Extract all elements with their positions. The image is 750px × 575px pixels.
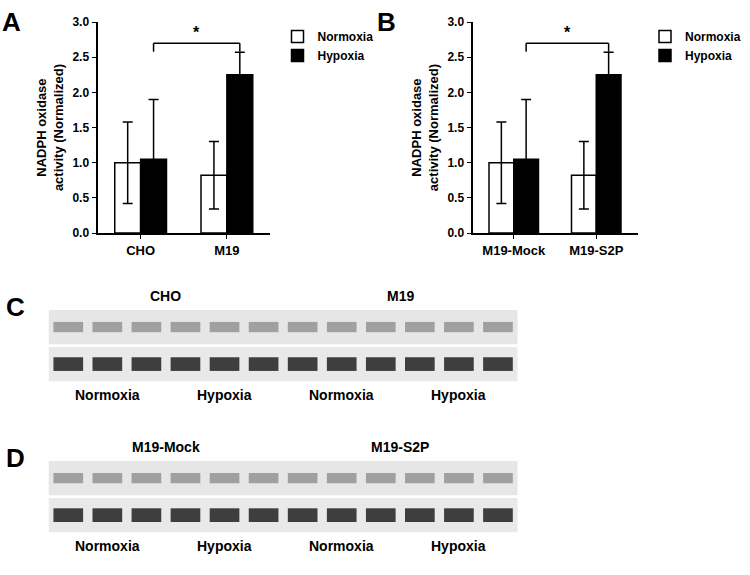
svg-text:D: D: [6, 443, 25, 473]
svg-text:1.0: 1.0: [447, 156, 464, 170]
svg-text:M19-Mock: M19-Mock: [132, 439, 200, 455]
svg-text:*: *: [564, 24, 571, 41]
svg-text:M19-Mock: M19-Mock: [482, 243, 546, 258]
svg-text:Normoxia: Normoxia: [75, 538, 140, 554]
svg-text:Hypoxia: Hypoxia: [685, 49, 732, 63]
svg-text:Normoxia: Normoxia: [318, 30, 374, 44]
svg-text:NADPH oxidaseactivity (Normali: NADPH oxidaseactivity (Normalized): [409, 64, 441, 191]
svg-text:Normoxia: Normoxia: [75, 387, 140, 403]
svg-text:Hypoxia: Hypoxia: [431, 538, 486, 554]
svg-text:M19: M19: [214, 243, 239, 258]
svg-text:Normoxia: Normoxia: [309, 538, 374, 554]
svg-text:B: B: [377, 7, 396, 37]
svg-text:Normoxia: Normoxia: [685, 30, 741, 44]
svg-text:2.5: 2.5: [447, 50, 464, 64]
svg-text:A: A: [2, 7, 21, 37]
svg-text:CHO: CHO: [126, 243, 155, 258]
svg-text:Hypoxia: Hypoxia: [197, 387, 252, 403]
svg-text:Hypoxia: Hypoxia: [431, 387, 486, 403]
svg-text:*: *: [193, 24, 200, 41]
svg-text:2.0: 2.0: [447, 86, 464, 100]
svg-text:Hypoxia: Hypoxia: [197, 538, 252, 554]
svg-text:2.5: 2.5: [72, 50, 89, 64]
svg-text:1.5: 1.5: [447, 121, 464, 135]
svg-text:0.5: 0.5: [72, 191, 89, 205]
svg-text:M19: M19: [387, 288, 414, 304]
svg-text:1.5: 1.5: [72, 121, 89, 135]
svg-text:3.0: 3.0: [72, 15, 89, 29]
svg-text:0.0: 0.0: [447, 226, 464, 240]
svg-text:3.0: 3.0: [447, 15, 464, 29]
svg-text:Normoxia: Normoxia: [309, 387, 374, 403]
svg-text:NADPH oxidaseactivity (Normali: NADPH oxidaseactivity (Normalized): [34, 64, 66, 191]
svg-text:C: C: [6, 292, 25, 322]
svg-text:CHO: CHO: [150, 288, 181, 304]
svg-text:M19-S2P: M19-S2P: [569, 243, 624, 258]
svg-text:M19-S2P: M19-S2P: [371, 439, 429, 455]
svg-text:0.5: 0.5: [447, 191, 464, 205]
svg-text:0.0: 0.0: [72, 226, 89, 240]
svg-text:Hypoxia: Hypoxia: [318, 49, 365, 63]
svg-text:2.0: 2.0: [72, 86, 89, 100]
svg-text:1.0: 1.0: [72, 156, 89, 170]
